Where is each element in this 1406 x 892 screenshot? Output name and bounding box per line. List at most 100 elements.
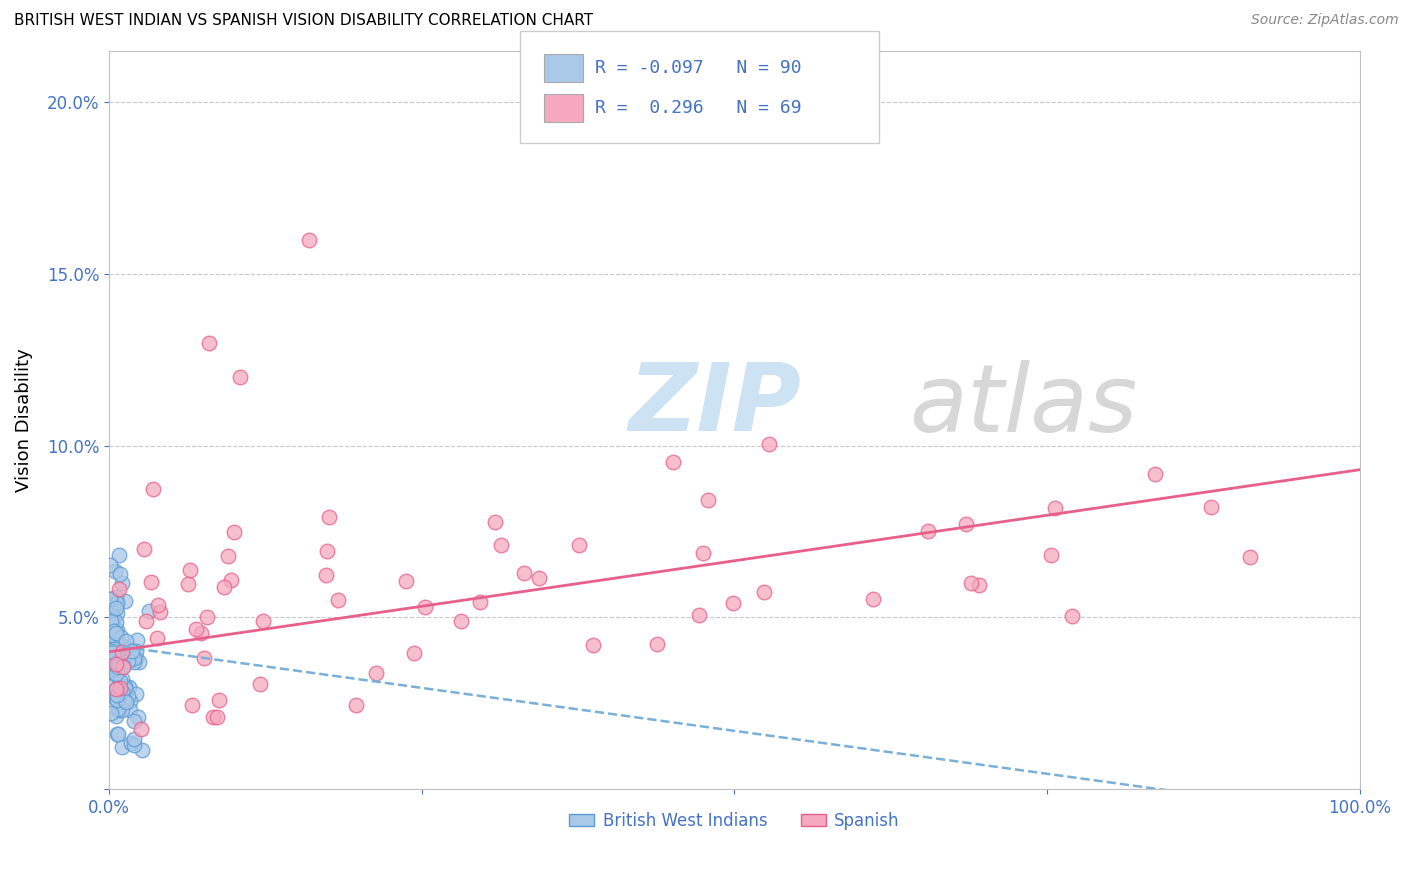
Point (395, 574, 418, 588)
Point (208, 693, 231, 707)
Point (105, 693, 128, 707)
Point (105, 709, 128, 723)
Point (107, 702, 129, 716)
Point (122, 655, 145, 669)
Point (105, 629, 128, 643)
Point (527, 572, 550, 586)
Point (118, 694, 141, 708)
Point (122, 738, 145, 752)
Point (108, 649, 131, 664)
Point (107, 727, 129, 741)
Point (111, 673, 134, 687)
Point (366, 665, 388, 680)
Point (193, 650, 215, 665)
Point (105, 657, 128, 671)
Point (917, 524, 939, 539)
Point (115, 634, 138, 648)
Point (105, 623, 128, 637)
Point (121, 644, 143, 658)
Point (105, 601, 128, 615)
Legend: British West Indians, Spanish: British West Indians, Spanish (562, 805, 905, 837)
Point (108, 582, 131, 597)
Point (112, 660, 135, 674)
Point (179, 563, 201, 577)
Point (103, 645, 125, 659)
Point (103, 665, 125, 680)
Point (862, 591, 884, 606)
Point (112, 693, 135, 707)
Point (252, 614, 274, 628)
Point (723, 596, 745, 610)
Point (112, 658, 135, 673)
Point (568, 538, 591, 552)
Point (318, 509, 340, 524)
Point (111, 703, 134, 717)
Point (104, 642, 127, 657)
Point (138, 604, 160, 618)
Point (111, 685, 134, 699)
Point (104, 641, 127, 656)
Point (180, 698, 202, 713)
Point (105, 682, 128, 697)
Point (105, 688, 128, 702)
Point (184, 623, 207, 637)
Point (125, 644, 148, 658)
Point (100, 627, 122, 641)
Point (1201, 500, 1223, 514)
Point (404, 646, 426, 660)
Point (413, 599, 436, 614)
Point (103, 662, 125, 676)
Point (107, 656, 129, 670)
Point (177, 576, 200, 591)
Point (132, 542, 155, 557)
Point (101, 677, 124, 691)
Point (127, 710, 149, 724)
Point (111, 576, 134, 591)
Point (104, 595, 127, 609)
Point (108, 653, 131, 667)
Point (104, 615, 127, 629)
Point (111, 739, 134, 754)
Point (662, 455, 685, 469)
Point (112, 639, 135, 653)
Text: BRITISH WEST INDIAN VS SPANISH VISION DISABILITY CORRELATION CHART: BRITISH WEST INDIAN VS SPANISH VISION DI… (14, 13, 593, 29)
Point (100, 615, 122, 629)
Point (107, 659, 129, 673)
Point (112, 659, 135, 673)
Point (142, 483, 165, 497)
Point (1062, 609, 1084, 624)
Point (100, 706, 122, 720)
Text: R =  0.296   N = 69: R = 0.296 N = 69 (595, 99, 801, 117)
Point (960, 576, 983, 591)
Point (344, 698, 367, 713)
Point (205, 710, 228, 724)
Point (98, 591, 121, 606)
Point (484, 515, 506, 529)
Point (110, 643, 132, 657)
Point (111, 644, 134, 658)
Point (688, 607, 710, 622)
Point (450, 614, 472, 628)
Point (224, 524, 246, 539)
Point (108, 673, 131, 688)
Point (129, 722, 152, 736)
Point (104, 564, 127, 578)
Point (117, 690, 139, 704)
Point (100, 592, 122, 607)
Text: Source: ZipAtlas.com: Source: ZipAtlas.com (1251, 13, 1399, 28)
Point (229, 370, 252, 384)
Point (131, 743, 153, 757)
Text: ZIP: ZIP (628, 359, 801, 451)
Point (1045, 500, 1067, 515)
Point (135, 614, 157, 628)
Point (122, 650, 145, 665)
Point (114, 695, 136, 709)
Point (125, 633, 148, 648)
Point (118, 703, 141, 717)
Point (105, 666, 128, 681)
Point (149, 606, 172, 620)
Point (105, 727, 128, 741)
Point (100, 655, 122, 669)
Point (117, 654, 139, 668)
Point (118, 680, 141, 694)
